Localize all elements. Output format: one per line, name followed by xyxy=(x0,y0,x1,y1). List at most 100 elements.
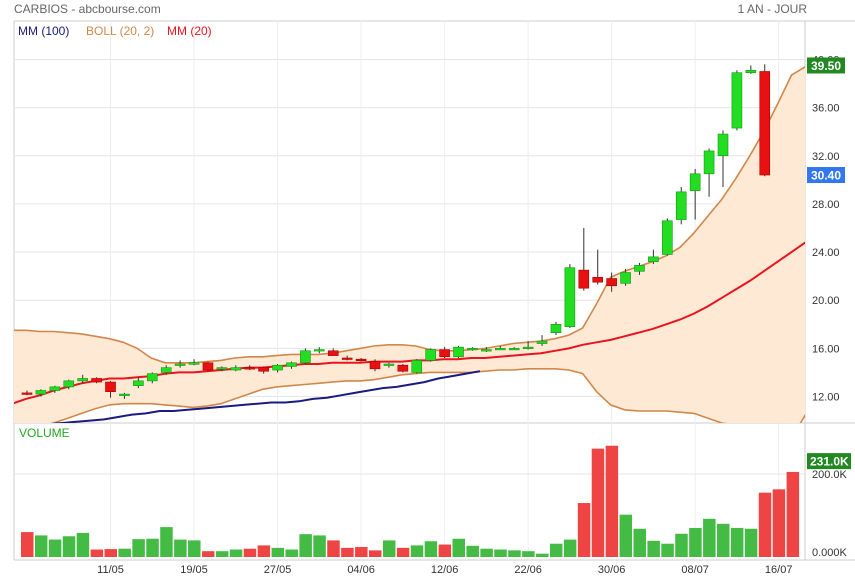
volume-bar xyxy=(744,528,758,557)
volume-bar xyxy=(341,547,354,557)
period-selector[interactable]: 1 AN - JOUR xyxy=(737,2,807,16)
candle-body xyxy=(63,380,75,388)
volume-bar xyxy=(34,535,48,557)
candle-body xyxy=(689,173,701,191)
price-tick-label: 12.00 xyxy=(812,392,840,404)
candle-body xyxy=(620,272,631,284)
date-tick-label: 11/05 xyxy=(97,564,124,576)
volume-bar xyxy=(188,540,201,557)
price-tick-label: 24.00 xyxy=(812,247,840,259)
last-volume-tag-label: 231.0K xyxy=(810,455,849,469)
volume-bar xyxy=(522,551,535,557)
date-tick-label: 08/07 xyxy=(681,564,709,576)
volume-bar xyxy=(494,549,507,557)
bollinger-band-fill xyxy=(14,66,805,423)
candle-body xyxy=(439,349,450,358)
volume-bar xyxy=(591,448,605,557)
volume-bar xyxy=(160,527,173,557)
volume-bar xyxy=(633,528,646,557)
candle-body xyxy=(662,220,673,255)
volume-bar xyxy=(327,540,340,557)
volume-bar xyxy=(257,545,271,557)
candle-body xyxy=(286,362,297,367)
candle-body xyxy=(494,348,506,351)
candle-body xyxy=(731,72,743,129)
bollinger-upper-line xyxy=(14,66,805,364)
volume-bar xyxy=(480,548,493,557)
volume-bar xyxy=(452,538,466,557)
volume-bar xyxy=(689,527,702,557)
last-volume-tag-box xyxy=(807,453,851,470)
volume-bar xyxy=(369,550,382,557)
candle-body xyxy=(272,364,283,371)
candle-body xyxy=(77,378,88,382)
volume-bar xyxy=(229,549,243,557)
volume-bar xyxy=(313,535,326,557)
date-tick-label: 19/05 xyxy=(180,564,208,576)
volume-bar xyxy=(563,539,577,557)
candle-body xyxy=(341,357,353,360)
candle-body xyxy=(230,367,242,371)
ref-price-tag-label: 30.40 xyxy=(811,169,841,183)
date-tick-label: 16/07 xyxy=(765,564,793,576)
volume-bar xyxy=(243,548,257,557)
candle-body xyxy=(258,367,269,372)
volume-bar xyxy=(201,551,215,557)
candle-body xyxy=(717,133,729,157)
volume-bar xyxy=(661,543,674,557)
candle-body xyxy=(314,349,325,352)
candle-body xyxy=(49,386,61,391)
price-tick-label: 32.00 xyxy=(812,151,840,163)
candle-body xyxy=(355,358,367,361)
volume-bar xyxy=(48,539,62,557)
date-tick-label: 12/06 xyxy=(431,564,459,576)
candle-body xyxy=(550,323,562,334)
volume-bar xyxy=(174,539,187,557)
volume-bar xyxy=(382,540,396,557)
price-tick-label: 28.00 xyxy=(812,199,840,211)
last-price-tag-box xyxy=(807,57,845,74)
legend-mm100: MM (100) xyxy=(18,24,70,38)
date-tick-label: 30/06 xyxy=(598,564,626,576)
volume-bar xyxy=(285,549,298,557)
volume-bar xyxy=(717,523,730,557)
candle-body xyxy=(146,373,158,382)
candle-body xyxy=(675,191,687,220)
candle-body xyxy=(703,150,715,175)
volume-bar xyxy=(703,518,716,557)
volume-bar xyxy=(647,540,660,557)
candle-body xyxy=(105,381,116,393)
volume-bar xyxy=(577,503,591,557)
date-tick-label: 04/06 xyxy=(347,564,375,576)
price-tick-label: 36.00 xyxy=(812,103,840,115)
candle-body xyxy=(606,278,617,287)
candle-body xyxy=(453,346,464,358)
candle-body xyxy=(91,378,102,383)
volume-bar xyxy=(536,553,549,557)
volume-bar xyxy=(508,550,521,557)
candle-body xyxy=(160,367,172,373)
volume-bar xyxy=(271,547,285,557)
volume-bar xyxy=(675,533,688,557)
volume-bar xyxy=(118,548,131,557)
volume-bar xyxy=(786,471,800,557)
volume-bar xyxy=(772,489,786,557)
candle-body xyxy=(133,380,144,386)
candle-body xyxy=(174,363,186,366)
volume-bar xyxy=(466,545,479,557)
candle-body xyxy=(244,367,256,370)
volume-bar xyxy=(62,536,76,557)
candle-body xyxy=(759,71,771,176)
candle-body xyxy=(35,390,47,395)
chart-title: CARBIOS - abcbourse.com xyxy=(14,2,161,16)
volume-bar xyxy=(146,538,159,557)
legend-mm20: MM (20) xyxy=(167,24,212,38)
candle-body xyxy=(300,350,311,364)
volume-bar xyxy=(424,541,438,557)
volume-bar xyxy=(410,545,424,557)
candle-body xyxy=(745,69,757,73)
bollinger-lower-line xyxy=(50,367,805,423)
candle-body xyxy=(467,348,478,351)
candle-body xyxy=(425,349,436,361)
